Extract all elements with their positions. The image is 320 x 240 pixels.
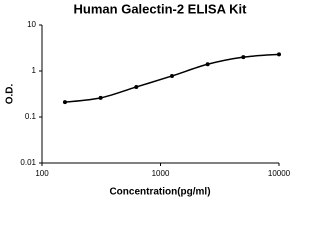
x-tick-label: 10000	[268, 169, 291, 178]
y-axis-label: O.D.	[5, 84, 16, 105]
chart: Human Galectin-2 ELISA Kit Concentration…	[5, 1, 291, 198]
x-tick-label: 100	[35, 169, 49, 178]
y-tick-label: 10	[27, 20, 36, 29]
data-point	[241, 55, 246, 60]
y-tick-label: 0.1	[25, 112, 37, 121]
x-tick-label: 1000	[152, 169, 170, 178]
chart-title: Human Galectin-2 ELISA Kit	[74, 1, 248, 16]
data-point	[205, 62, 210, 67]
data-point	[134, 84, 139, 89]
y-tick-label: 0.01	[20, 158, 36, 167]
y-tick-label: 1	[32, 66, 37, 75]
data-point	[277, 52, 281, 57]
data-point	[169, 73, 174, 78]
data-point	[98, 95, 103, 100]
x-axis-label: Concentration(pg/ml)	[109, 187, 210, 198]
data-point	[62, 100, 67, 105]
fit-curve	[64, 53, 280, 103]
